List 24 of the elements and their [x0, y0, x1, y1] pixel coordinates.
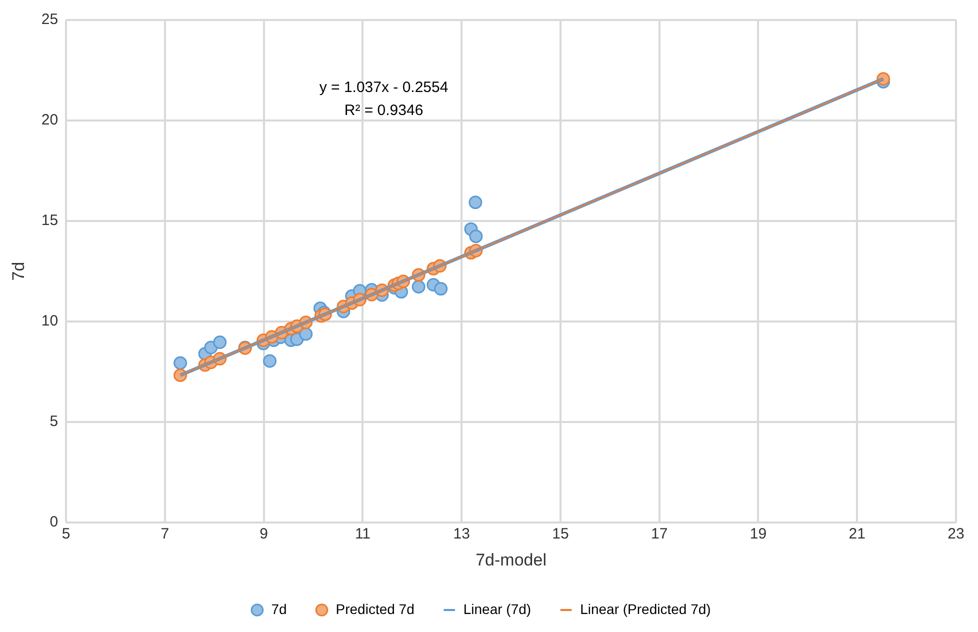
- y-tick-label: 0: [50, 514, 58, 531]
- x-axis-title: 7d-model: [476, 550, 546, 570]
- y-tick-label: 20: [41, 112, 58, 129]
- x-tick-label: 5: [62, 526, 70, 543]
- x-tick-label: 11: [354, 526, 371, 543]
- x-tick-label: 17: [651, 526, 668, 543]
- annotation: R² = 0.9346: [344, 102, 424, 120]
- legend-label: Linear (7d): [463, 600, 532, 617]
- legend-label: Linear (Predicted 7d): [580, 600, 711, 617]
- legend-label: 7d: [271, 600, 287, 617]
- x-tick-label: 19: [750, 526, 767, 543]
- x-tick-label: 7: [160, 526, 170, 543]
- legend-label: Predicted 7d: [336, 600, 414, 617]
- annotation: y = 1.037x - 0.2554: [319, 79, 448, 96]
- y-tick-label: 10: [41, 312, 58, 330]
- x-tick-label: 15: [552, 526, 569, 543]
- x-tick-label: 9: [260, 526, 268, 543]
- x-tick-label: 23: [948, 526, 964, 543]
- y-axis-title: 7d: [8, 262, 28, 281]
- x-tick-label: 21: [848, 526, 866, 543]
- y-tick-label: 25: [41, 11, 58, 28]
- y-tick-label: 5: [50, 413, 58, 430]
- x-tick-label: 13: [453, 526, 470, 543]
- y-tick-label: 15: [41, 212, 58, 230]
